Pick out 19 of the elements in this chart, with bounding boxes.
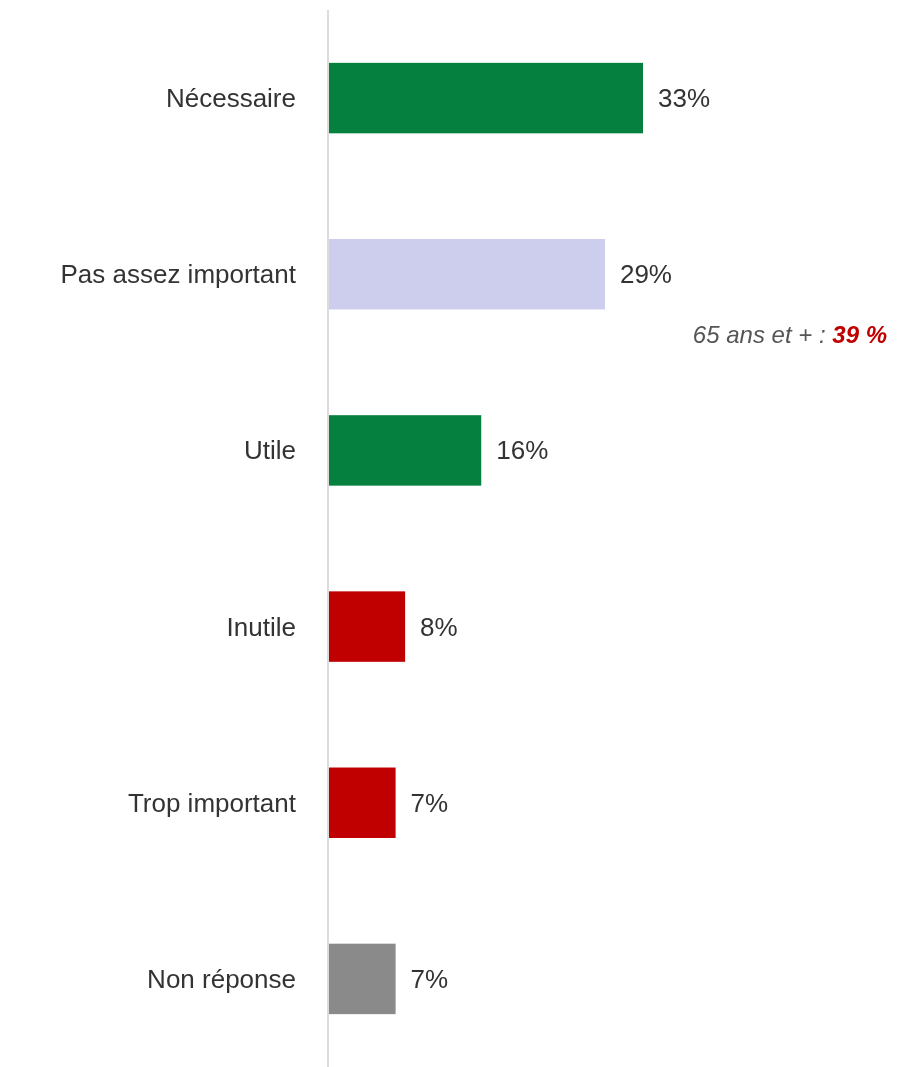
y-tick-label: Nécessaire — [165, 83, 296, 114]
bar — [329, 239, 605, 310]
bar — [329, 415, 482, 486]
data-label: 7% — [410, 963, 449, 994]
y-tick-label: Inutile — [226, 611, 296, 642]
bar — [329, 62, 643, 134]
y-tick-label: Pas assez important — [60, 259, 297, 290]
data-label: 16% — [496, 435, 549, 466]
bar — [329, 943, 396, 1015]
y-tick-label: Non réponse — [147, 963, 296, 994]
text: 65 ans et + : 39 % — [692, 320, 887, 348]
bar — [329, 591, 406, 662]
y-tick-label: Trop important — [127, 787, 297, 818]
data-label: 29% — [619, 259, 672, 290]
data-label: 8% — [420, 611, 458, 642]
data-label: 7% — [410, 787, 449, 818]
data-label: 33% — [658, 83, 711, 114]
bar — [329, 767, 396, 838]
y-tick-label: Utile — [243, 435, 296, 466]
